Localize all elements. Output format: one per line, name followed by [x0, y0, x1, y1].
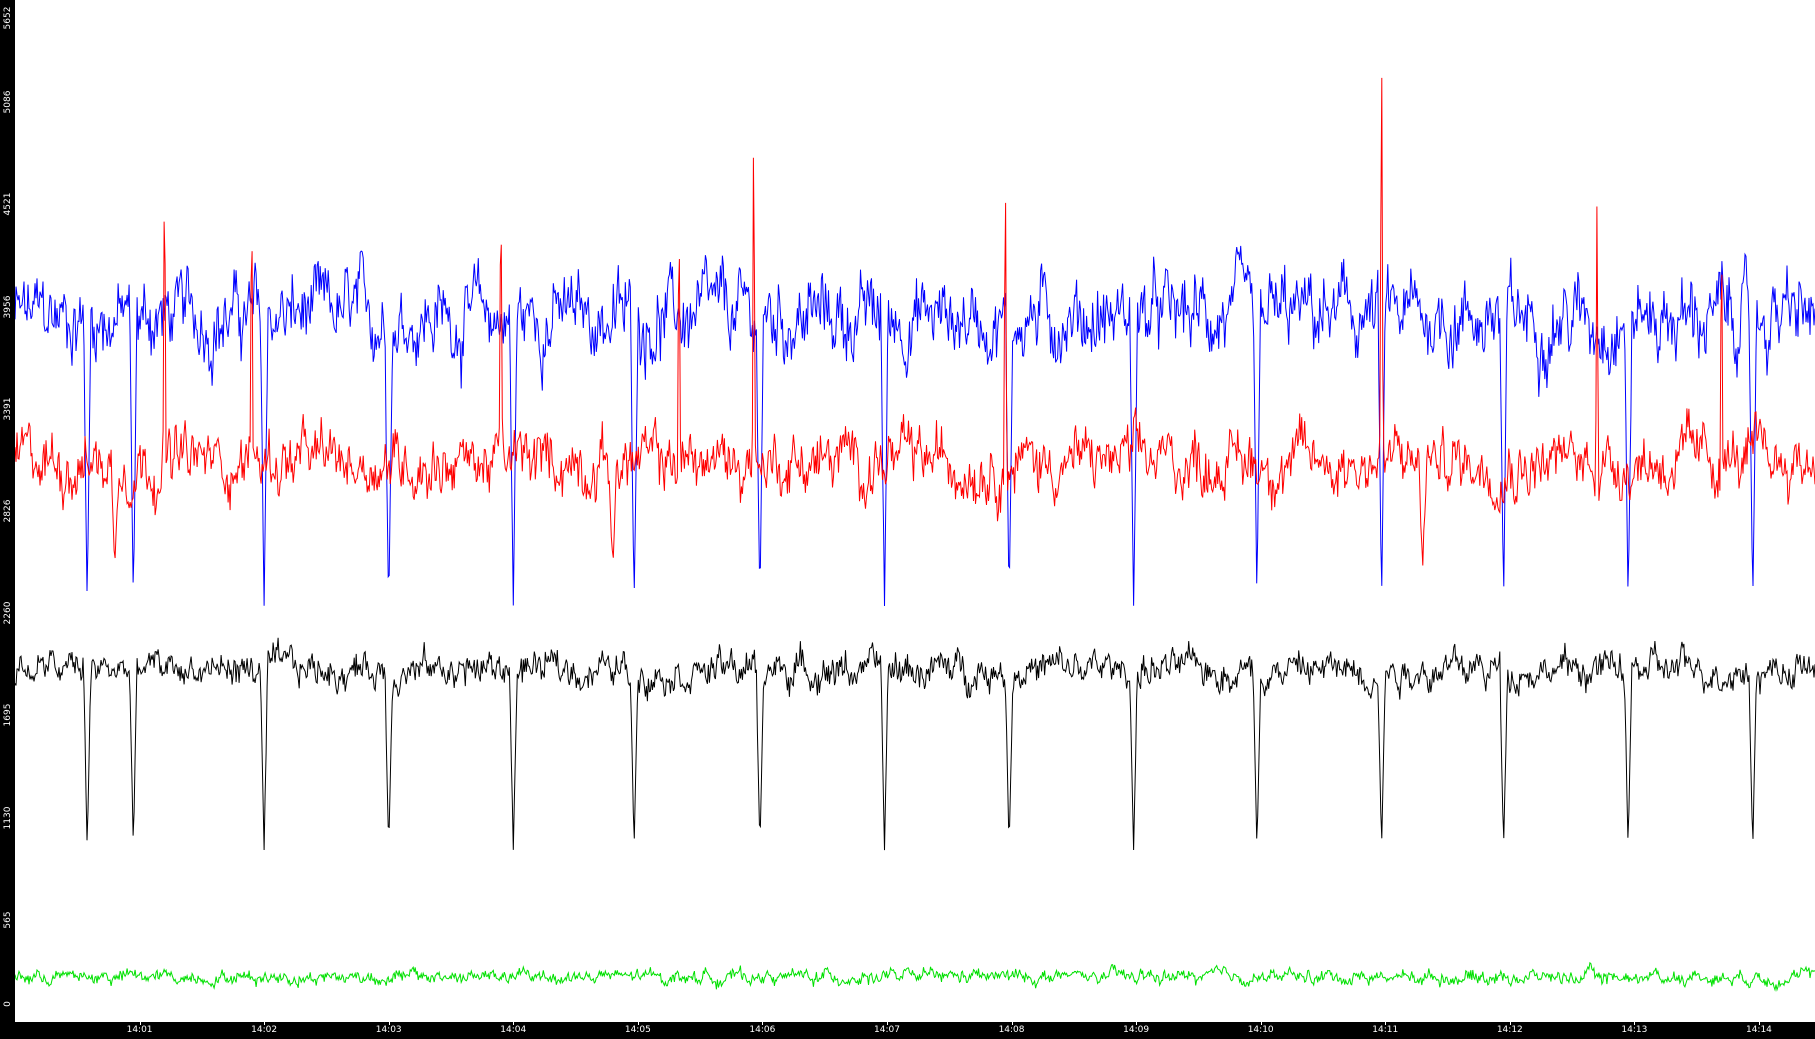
- x-tick-label: 14:02: [251, 1025, 278, 1035]
- series-group: [15, 77, 1815, 992]
- y-tick-label: 0: [2, 1001, 13, 1007]
- x-tick-mark: [388, 1022, 390, 1025]
- x-tick-mark: [1385, 1022, 1387, 1025]
- x-tick-label: 14:10: [1247, 1025, 1274, 1035]
- x-tick-label: 14:14: [1745, 1025, 1772, 1035]
- y-axis: [0, 0, 15, 1022]
- x-tick-mark: [1136, 1022, 1138, 1025]
- y-tick-label: 3391: [2, 397, 13, 421]
- series-line-0: [15, 245, 1815, 607]
- x-tick-mark: [637, 1022, 639, 1025]
- chart-svg: [15, 77, 1815, 992]
- x-tick-label: 14:12: [1496, 1025, 1523, 1035]
- x-tick-mark: [1509, 1022, 1511, 1025]
- x-tick-mark: [139, 1022, 141, 1025]
- x-tick-mark: [513, 1022, 515, 1025]
- y-tick-label: 2826: [2, 499, 13, 523]
- x-tick-label: 14:01: [126, 1025, 153, 1035]
- plot-area: [15, 0, 1815, 1022]
- series-line-3: [15, 961, 1815, 992]
- x-tick-label: 14:09: [1123, 1025, 1150, 1035]
- x-tick-mark: [1260, 1022, 1262, 1025]
- x-tick-label: 14:08: [998, 1025, 1025, 1035]
- series-line-1: [15, 77, 1815, 566]
- y-tick-label: 565: [2, 911, 13, 929]
- x-tick-label: 14:04: [500, 1025, 527, 1035]
- y-tick-label: 4521: [2, 192, 13, 216]
- y-tick-label: 3956: [2, 295, 13, 319]
- x-tick-mark: [1634, 1022, 1636, 1025]
- x-tick-label: 14:06: [749, 1025, 776, 1035]
- y-tick-label: 1130: [2, 806, 13, 830]
- y-tick-label: 2260: [2, 601, 13, 625]
- x-tick-label: 14:07: [874, 1025, 900, 1035]
- y-tick-label: 5086: [2, 90, 13, 114]
- x-tick-mark: [1758, 1022, 1760, 1025]
- x-tick-mark: [264, 1022, 266, 1025]
- y-tick-label: 1695: [2, 703, 13, 727]
- x-tick-label: 14:11: [1372, 1025, 1399, 1035]
- x-tick-mark: [762, 1022, 764, 1025]
- x-tick-label: 14:13: [1621, 1025, 1648, 1035]
- x-tick-label: 14:03: [375, 1025, 402, 1035]
- x-axis: [0, 1022, 1815, 1039]
- series-line-2: [15, 637, 1815, 851]
- x-tick-label: 14:05: [624, 1025, 651, 1035]
- x-tick-mark: [1011, 1022, 1013, 1025]
- y-tick-label: 5652: [2, 6, 13, 30]
- x-tick-mark: [886, 1022, 888, 1025]
